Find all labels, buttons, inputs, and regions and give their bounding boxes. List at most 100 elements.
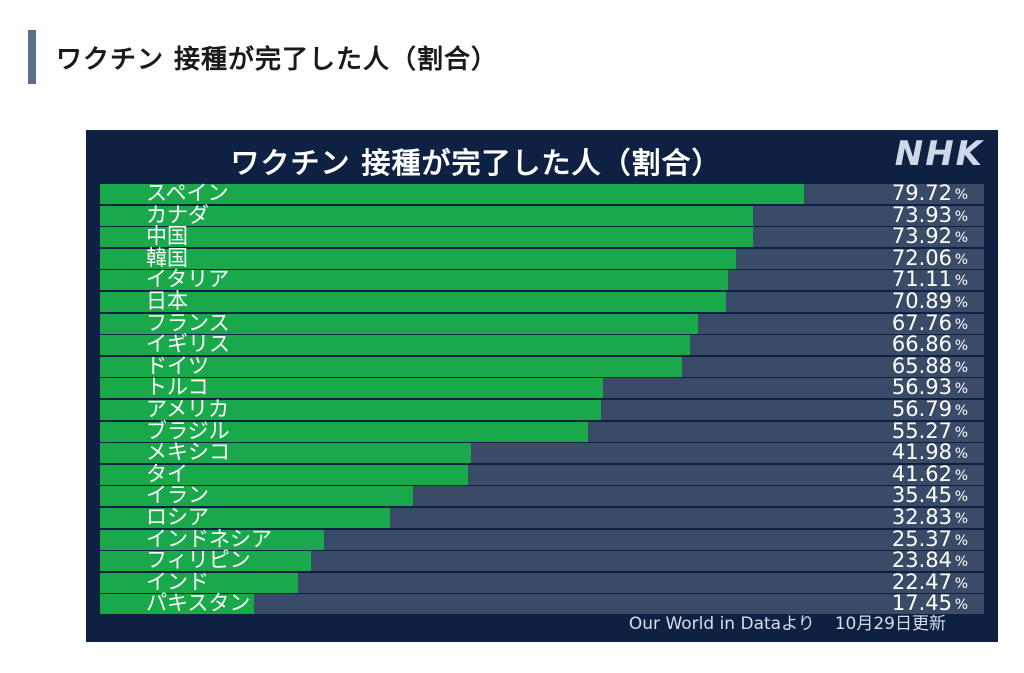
country-label: 中国 — [146, 224, 188, 249]
percent-unit: % — [954, 273, 968, 290]
country-label: インドネシア — [146, 526, 272, 551]
value-label: 65.88 — [891, 353, 952, 378]
nhk-logo: NHK — [894, 134, 984, 174]
country-label: ロシア — [146, 505, 209, 529]
bar-row: タイ 41.62% — [100, 461, 984, 486]
country-label: パキスタン — [146, 591, 251, 616]
percent-unit: % — [954, 230, 968, 247]
bar-row: フランス 67.76% — [100, 310, 984, 335]
page-heading: ワクチン 接種が完了した人（割合） — [28, 30, 498, 84]
bar-fill — [100, 205, 753, 226]
bar-fill — [100, 248, 737, 269]
bar-fill — [100, 313, 699, 334]
country-label: 日本 — [146, 289, 188, 313]
percent-unit: % — [954, 597, 968, 614]
percent-unit: % — [954, 424, 968, 441]
bar-row: スペイン 79.72% — [100, 181, 984, 205]
percent-unit: % — [954, 489, 968, 506]
bar-fill — [100, 572, 299, 593]
updated-label: 10月29日更新 — [834, 614, 946, 634]
source-label: Our World in Dataより — [628, 614, 815, 634]
bar-fill — [100, 464, 468, 485]
country-label: メキシコ — [146, 440, 230, 465]
value-label: 73.92 — [891, 224, 952, 249]
percent-unit: % — [954, 295, 968, 311]
bar-track — [100, 572, 984, 593]
percent-unit: % — [954, 575, 968, 592]
country-label: イギリス — [146, 332, 230, 357]
bar-row: インドネシア 25.37% — [100, 526, 984, 551]
percent-unit: % — [954, 338, 968, 355]
value-label: 17.45 — [891, 591, 952, 616]
vaccination-chart: ワクチン 接種が完了した人（割合） NHK スペイン 79.72% カナダ 73.93… — [86, 130, 998, 642]
country-label: カナダ — [146, 202, 209, 227]
country-label: アメリカ — [146, 397, 229, 421]
country-label: インド — [146, 569, 209, 594]
value-label: 23.84 — [891, 548, 952, 573]
bar-track — [100, 594, 984, 615]
percent-unit: % — [954, 251, 968, 268]
bar-row: ブラジル 55.27% — [100, 418, 984, 443]
bar-row: 日本 70.89% — [100, 289, 984, 313]
value-label: 25.37 — [891, 526, 952, 551]
country-label: スペイン — [146, 181, 229, 205]
bar-fill — [100, 508, 390, 528]
country-label: イタリア — [146, 267, 230, 292]
value-label: 79.72 — [891, 181, 952, 205]
bar-fill — [100, 227, 753, 248]
country-label: タイ — [146, 461, 188, 486]
bar-fill — [100, 486, 414, 507]
percent-unit: % — [954, 359, 968, 376]
country-label: フランス — [146, 310, 230, 335]
bar-fill — [100, 443, 471, 464]
value-label: 56.93 — [891, 375, 952, 400]
percent-unit: % — [954, 446, 968, 463]
percent-unit: % — [954, 187, 968, 203]
value-label: 72.06 — [891, 245, 952, 270]
value-label: 41.62 — [891, 461, 952, 486]
bar-fill — [100, 529, 325, 550]
bar-track — [100, 551, 984, 572]
chart-title: ワクチン 接種が完了した人（割合） — [230, 146, 722, 180]
value-label: 32.83 — [891, 505, 952, 529]
country-label: ドイツ — [146, 353, 209, 378]
percent-unit: % — [954, 532, 968, 549]
bar-fill — [100, 421, 589, 442]
percent-unit: % — [954, 316, 968, 333]
value-label: 67.76 — [891, 310, 952, 335]
country-label: イラン — [146, 483, 209, 508]
country-label: フィリピン — [146, 548, 251, 573]
bar-row: イタリア 71.11% — [100, 267, 984, 292]
value-label: 35.45 — [891, 483, 952, 508]
bar-fill — [100, 400, 602, 420]
bar-row: 韓国 72.06% — [100, 245, 984, 270]
bar-row: アメリカ 56.79% — [100, 397, 984, 421]
bar-fill — [100, 594, 255, 615]
value-label: 22.47 — [891, 569, 952, 594]
heading-accent-bar — [28, 30, 36, 84]
bar-fill — [100, 378, 603, 399]
value-label: 56.79 — [891, 397, 952, 421]
bar-fill — [100, 292, 726, 312]
percent-unit: % — [954, 208, 968, 225]
bar-row: カナダ 73.93% — [100, 202, 984, 227]
value-label: 73.93 — [891, 202, 952, 227]
bar-fill — [100, 184, 804, 204]
percent-unit: % — [954, 403, 968, 419]
percent-unit: % — [954, 381, 968, 398]
bar-row: イラン 35.45% — [100, 483, 984, 508]
country-label: トルコ — [146, 375, 209, 400]
bar-row: インド 22.47% — [100, 569, 984, 594]
page-title: ワクチン 接種が完了した人（割合） — [56, 44, 499, 75]
bar-fill — [100, 335, 691, 356]
value-label: 55.27 — [891, 418, 952, 443]
percent-unit: % — [954, 554, 968, 571]
bar-fill — [100, 356, 682, 377]
value-label: 70.89 — [891, 289, 952, 313]
percent-unit: % — [954, 511, 968, 527]
bar-row: トルコ 56.93% — [100, 375, 984, 400]
bar-row: ドイツ 65.88% — [100, 353, 984, 378]
source-note: Our World in Dataより 10月29日更新 — [629, 609, 946, 634]
bar-row: メキシコ 41.98% — [100, 440, 984, 465]
value-label: 66.86 — [891, 332, 952, 357]
